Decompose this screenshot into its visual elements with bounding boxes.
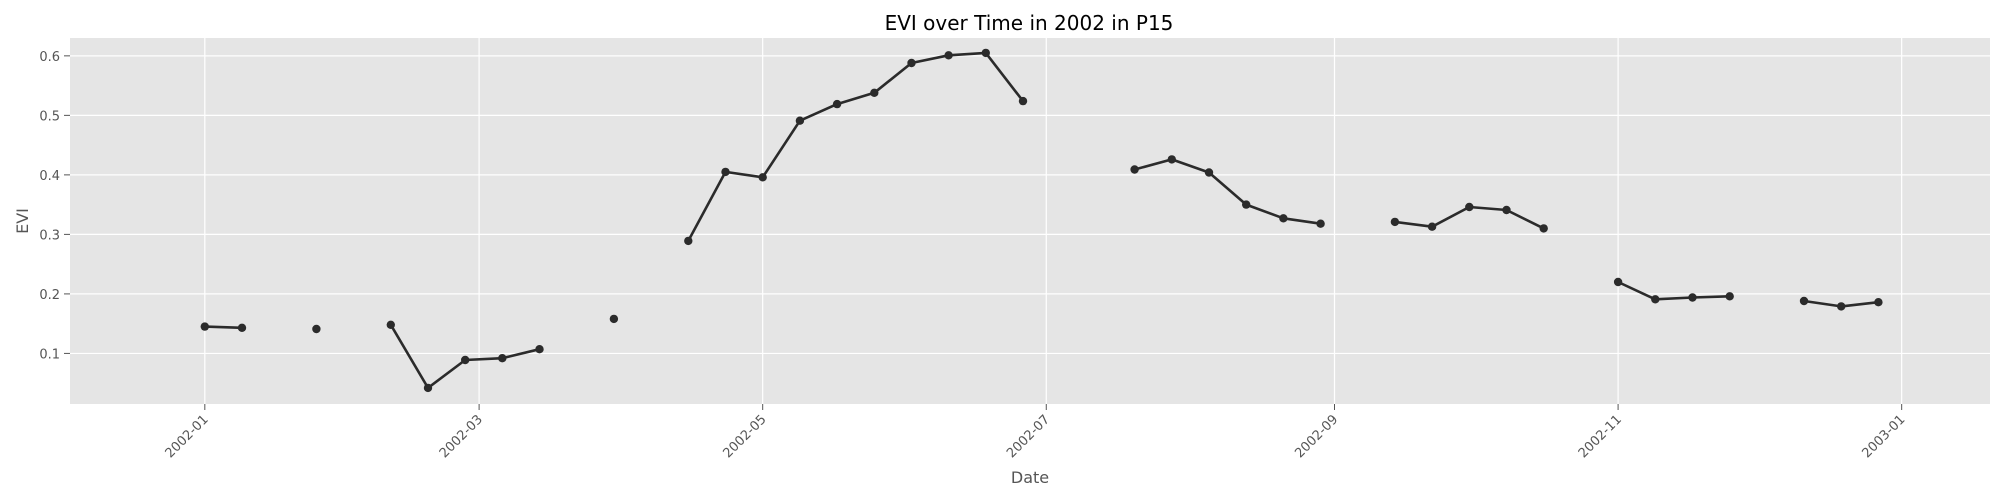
evi-line-segment xyxy=(203,325,244,330)
evi-data-point xyxy=(200,322,209,331)
evi-data-point xyxy=(1837,302,1846,311)
evi-line-segment xyxy=(1616,280,1731,301)
evi-data-point xyxy=(1204,168,1214,177)
evi-data-point xyxy=(1316,219,1325,228)
evi-data-point xyxy=(609,314,619,324)
evi-data-point xyxy=(312,324,321,334)
y-tick-label: 0.3 xyxy=(39,228,60,243)
evi-data-point xyxy=(758,173,767,182)
evi-data-point xyxy=(1130,165,1139,174)
evi-data-point xyxy=(237,323,247,332)
evi-data-point xyxy=(721,167,730,177)
evi-line-segment xyxy=(686,51,1025,243)
x-axis-label: Date xyxy=(1011,468,1049,487)
evi-data-point xyxy=(1018,96,1028,106)
evi-series xyxy=(200,48,1883,393)
x-tick-label: 2002-07 xyxy=(1004,412,1053,461)
evi-data-point xyxy=(1465,202,1474,212)
x-tick-label: 2002-09 xyxy=(1292,412,1341,461)
x-tick-label: 2002-03 xyxy=(437,412,486,461)
grid-lines xyxy=(70,38,1990,404)
y-axis-label: EVI xyxy=(13,208,32,234)
y-tick-label: 0.1 xyxy=(39,347,60,362)
evi-data-point xyxy=(1688,293,1697,302)
evi-data-point xyxy=(1539,224,1548,233)
evi-data-point xyxy=(1613,277,1623,287)
evi-data-point xyxy=(386,320,395,329)
evi-data-point xyxy=(1651,295,1660,304)
evi-data-point xyxy=(832,99,842,109)
y-tick-label: 0.6 xyxy=(39,50,60,65)
evi-data-point xyxy=(684,236,693,246)
evi-data-point xyxy=(1427,222,1437,231)
x-tick-label: 2003-01 xyxy=(1859,412,1908,461)
evi-data-point xyxy=(498,354,507,363)
evi-data-point xyxy=(1390,217,1400,227)
evi-line-segment xyxy=(1133,158,1322,225)
evi-data-point xyxy=(535,345,544,354)
evi-data-point xyxy=(944,51,953,60)
evi-data-point xyxy=(1799,296,1809,306)
y-tick-label: 0.2 xyxy=(39,288,60,303)
evi-data-point xyxy=(1279,214,1288,223)
plot-area xyxy=(70,38,1990,404)
x-tick-label: 2002-05 xyxy=(720,412,769,461)
evi-data-point xyxy=(1874,298,1883,307)
evi-data-point xyxy=(1167,155,1177,164)
y-tick-label: 0.5 xyxy=(39,109,60,124)
evi-data-point xyxy=(907,58,916,68)
y-tick-label: 0.4 xyxy=(39,169,60,184)
evi-data-point xyxy=(1502,205,1511,215)
evi-data-point xyxy=(981,48,990,58)
chart-title: EVI over Time in 2002 in P15 xyxy=(885,11,1174,35)
evi-data-point xyxy=(870,88,879,98)
evi-data-point xyxy=(1242,200,1251,209)
evi-data-point xyxy=(1725,292,1734,301)
x-tick-label: 2002-11 xyxy=(1576,412,1625,461)
evi-data-point xyxy=(423,383,433,393)
evi-data-point xyxy=(795,116,805,125)
evi-data-point xyxy=(461,355,470,365)
x-tick-label: 2002-01 xyxy=(163,412,212,461)
